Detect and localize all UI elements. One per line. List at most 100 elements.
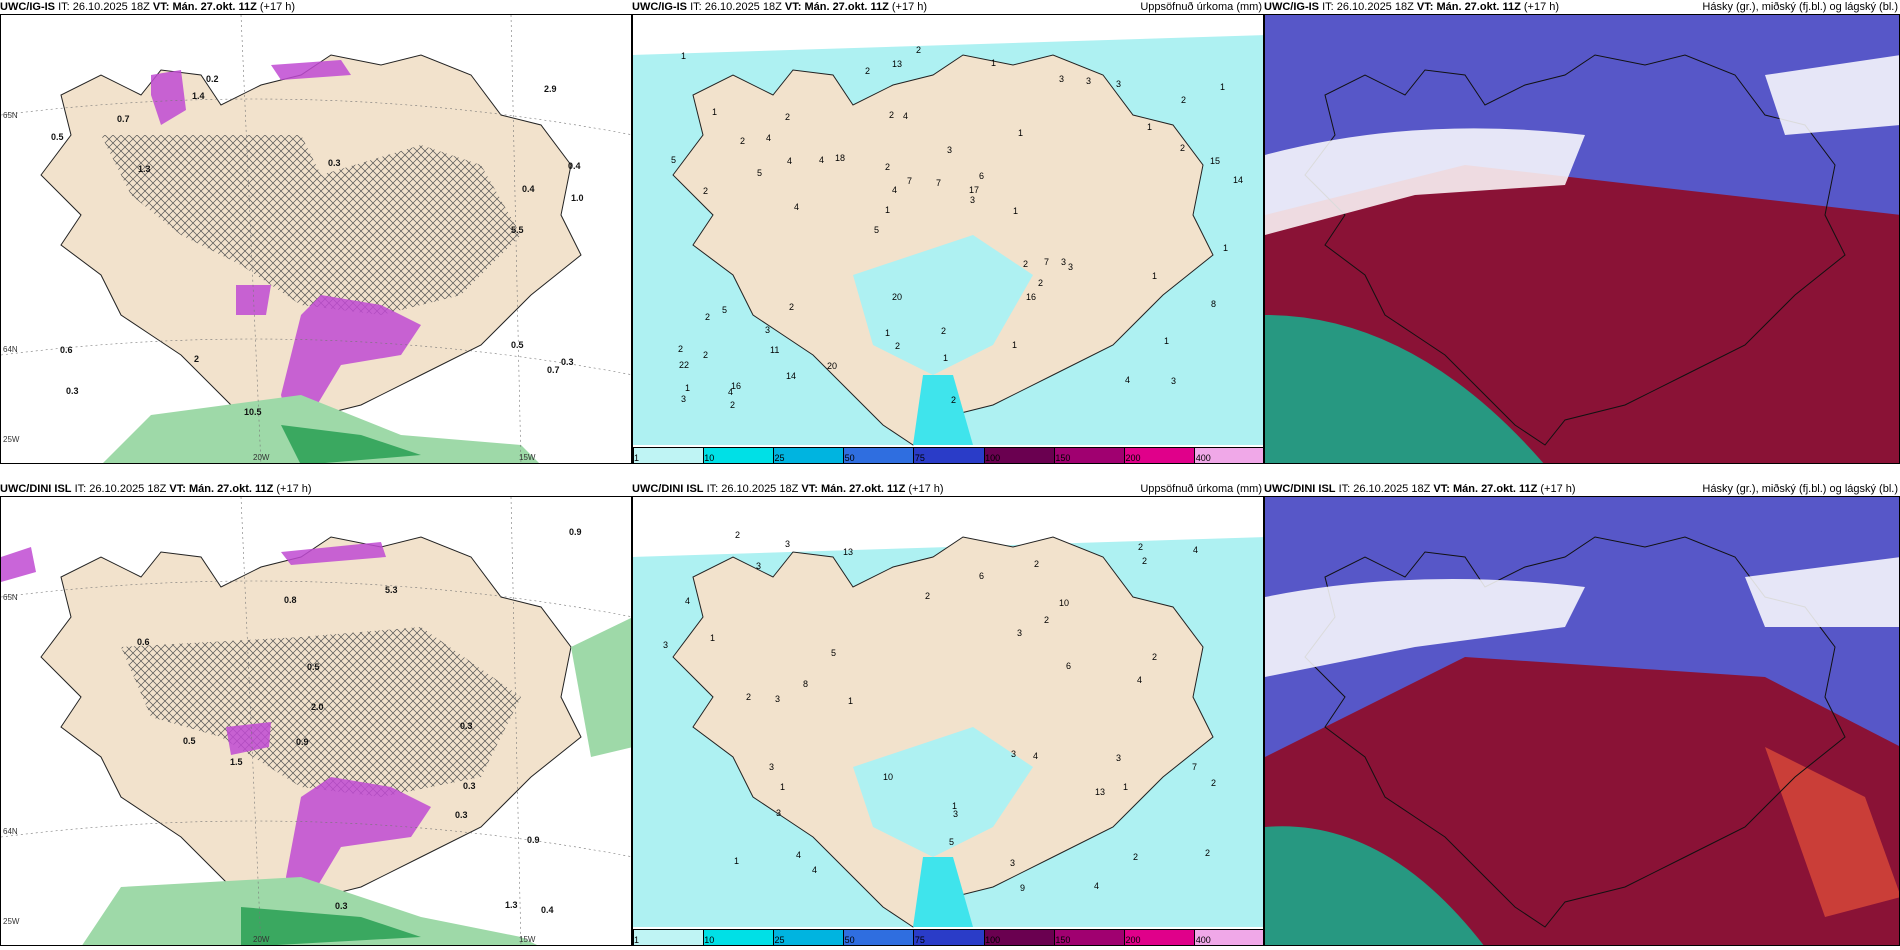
precip-value-label: 1 <box>681 51 687 61</box>
snow-value-label: 0.7 <box>547 365 560 375</box>
row1-cloud-title: Hásky (gr.), miðský (fj.bl.) og lágský (… <box>1702 1 1898 13</box>
legend-swatch <box>914 448 985 463</box>
row1-it-value-2: 26.10.2025 18Z <box>704 1 782 13</box>
precip-value-label: 2 <box>951 395 957 405</box>
legend-tick-label: 150 <box>1055 453 1071 463</box>
row2-header-1: UWC/DINI ISL IT: 26.10.2025 18Z VT: Mán.… <box>0 482 632 496</box>
row2-lead-3: (+17 h) <box>1540 483 1576 495</box>
legend-swatch <box>1194 930 1263 945</box>
row2-lead-2: (+17 h) <box>908 483 944 495</box>
precip-value-label: 4 <box>728 387 734 397</box>
legend-tick-label: 75 <box>914 453 925 463</box>
precip-value-label: 3 <box>947 145 953 155</box>
row1-vt-value-1: Mán. 27.okt. 11Z <box>172 1 257 13</box>
snow-value-label: 0.6 <box>60 345 73 355</box>
precip-value-label: 18 <box>835 153 846 163</box>
legend-swatch <box>1194 448 1263 463</box>
precip-value-label: 1 <box>1220 82 1226 92</box>
precip-value-label: 1 <box>1164 336 1170 346</box>
precip-value-label: 3 <box>1059 74 1065 84</box>
precip-value-label: 2 <box>740 136 746 146</box>
row2-lat-label-2: 64N <box>3 827 18 836</box>
precip-value-label: 5 <box>949 837 955 847</box>
row2-model-2: UWC/DINI ISL <box>632 483 704 495</box>
precip-value-label: 11 <box>770 345 780 355</box>
legend-tick-label: 10 <box>704 453 715 463</box>
precip-value-label: 4 <box>794 202 800 212</box>
row1-it-label-3: IT: <box>1322 1 1334 13</box>
precip-value-label: 2 <box>730 400 736 410</box>
row2-vt-label-1: VT: <box>169 483 186 495</box>
precip-value-label: 7 <box>1192 762 1198 772</box>
snow-value-label: 0.9 <box>296 737 309 747</box>
precip-value-label: 2 <box>889 110 895 120</box>
snow-value-label: 0.7 <box>117 114 130 124</box>
precip-value-label: 2 <box>1138 542 1144 552</box>
precip-value-label: 4 <box>1125 375 1131 385</box>
snow-value-label: 0.5 <box>511 340 524 350</box>
precip-value-label: 10 <box>883 772 894 782</box>
precip-value-label: 2 <box>941 326 947 336</box>
precip-value-label: 3 <box>765 325 771 335</box>
precip-value-label: 6 <box>979 571 985 581</box>
snow-value-label: 5.5 <box>511 225 524 235</box>
row1-precip-map <box>633 15 1263 446</box>
row1-lat-label-1: 65N <box>3 111 18 120</box>
row2-it-label-3: IT: <box>1338 483 1351 495</box>
precip-value-label: 2 <box>885 162 891 172</box>
row2-cloud-panel <box>1264 496 1900 946</box>
snow-value-label: 0.9 <box>569 527 582 537</box>
precip-value-label: 7 <box>936 178 942 188</box>
legend-tick-label: 50 <box>844 453 855 463</box>
row1-lat-label-3: 25W <box>3 435 20 444</box>
precip-value-label: 2 <box>1142 556 1148 566</box>
legend-tick-label: 10 <box>704 935 715 945</box>
precip-value-label: 2 <box>1205 848 1211 858</box>
precip-value-label: 3 <box>681 394 687 404</box>
precip-value-label: 5 <box>831 648 837 658</box>
legend-swatch <box>1054 448 1125 463</box>
precip-value-label: 3 <box>1171 376 1177 386</box>
precip-value-label: 17 <box>969 185 980 195</box>
snow-value-label: 0.4 <box>522 184 535 194</box>
precip-value-label: 2 <box>865 66 871 76</box>
snow-value-label: 0.3 <box>66 386 79 396</box>
row2-cloud-title: Hásky (gr.), miðský (fj.bl.) og lágský (… <box>1702 483 1898 495</box>
precip-value-label: 22 <box>679 360 690 370</box>
precip-value-label: 2 <box>735 530 741 540</box>
legend-tick-label: 75 <box>914 935 925 945</box>
row2-it-value-3: 26.10.2025 18Z <box>1353 483 1431 495</box>
legend-tick-label: 1 <box>634 935 640 945</box>
legend-swatch <box>1124 448 1195 463</box>
row2-vt-value-1: Mán. 27.okt. 11Z <box>188 483 274 495</box>
row1-vt-value-2: Mán. 27.okt. 11Z <box>804 1 889 13</box>
legend-tick-label: 150 <box>1055 935 1071 945</box>
row1-cloud-panel <box>1264 14 1900 464</box>
precip-value-label: 2 <box>1044 615 1050 625</box>
precip-value-label: 1 <box>943 353 949 363</box>
precip-value-label: 7 <box>907 176 913 186</box>
row2-precip-map <box>633 497 1263 928</box>
row1-it-label-2: IT: <box>690 1 702 13</box>
row1-lon-label-2: 15W <box>519 453 536 462</box>
row1-model-2: UWC/IG-IS <box>632 1 687 13</box>
precip-value-label: 2 <box>925 591 931 601</box>
row1-lead-3: (+17 h) <box>1523 1 1560 13</box>
snow-value-label: 2.9 <box>544 84 557 94</box>
row2-vt-value-3: Mán. 27.okt. 11Z <box>1452 483 1538 495</box>
row1-header-1: UWC/IG-IS IT: 26.10.2025 18Z VT: Mán. 27… <box>0 0 632 14</box>
precip-value-label: 1 <box>991 58 997 68</box>
precip-value-label: 1 <box>1147 122 1153 132</box>
legend-swatch <box>984 448 1055 463</box>
precip-value-label: 15 <box>1210 156 1221 166</box>
row2-lat-label-3: 25W <box>3 917 20 926</box>
precip-value-label: 13 <box>892 59 903 69</box>
snow-value-label: 0.3 <box>335 901 348 911</box>
row2-precip-title: Uppsöfnuð úrkoma (mm) <box>1140 483 1262 495</box>
row2-it-label-2: IT: <box>706 483 719 495</box>
row1-header-2: UWC/IG-IS IT: 26.10.2025 18Z VT: Mán. 27… <box>632 0 1264 14</box>
row1-cloud-map <box>1265 15 1899 463</box>
precip-value-label: 3 <box>1068 262 1074 272</box>
row2-precip-panel: 7 4 3 1 1 5 13 10 9 4 4 2 3 6 4 3 3 4 2 2 1 3 2 2 4 3 13 10 3 8 5 2 2 3 2 3… <box>632 496 1264 946</box>
precip-value-label: 16 <box>731 381 742 391</box>
